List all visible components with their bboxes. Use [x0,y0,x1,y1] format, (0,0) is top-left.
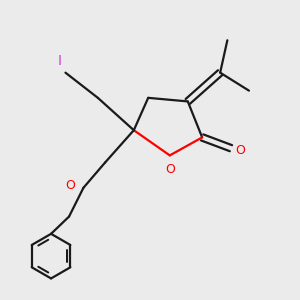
Text: I: I [58,54,62,68]
Text: O: O [166,163,176,176]
Text: O: O [66,179,76,193]
Text: O: O [235,143,245,157]
